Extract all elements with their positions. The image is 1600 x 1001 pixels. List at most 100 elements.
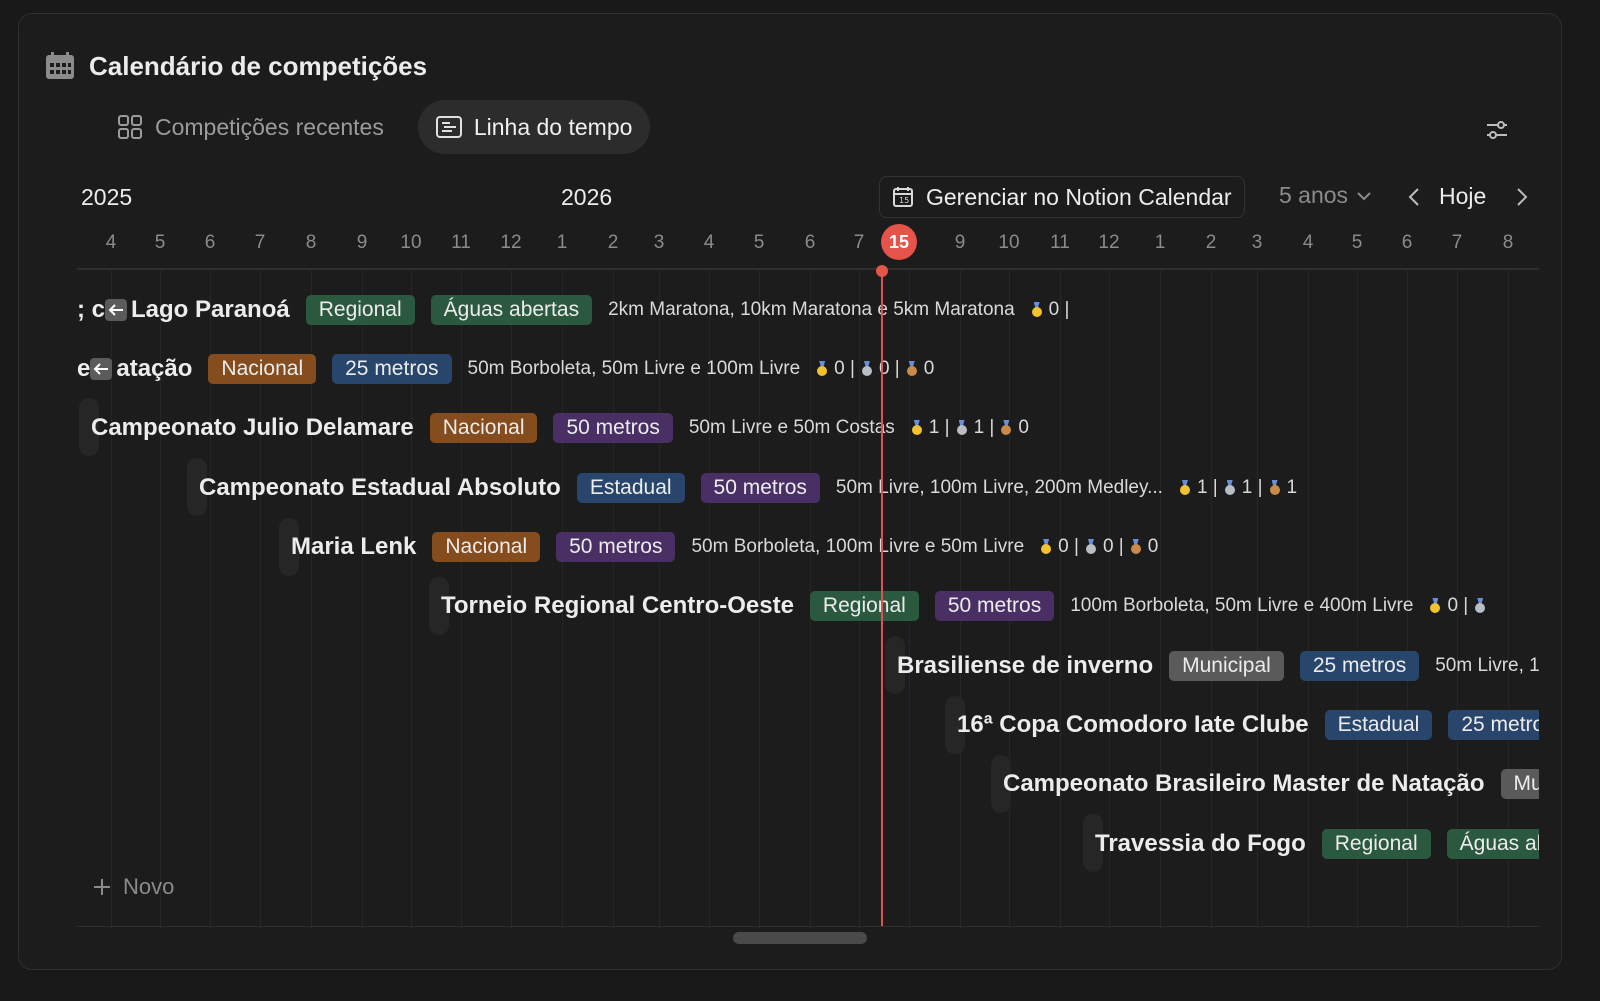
row-title: Lago Paranoá [131, 296, 290, 323]
month-label: 11 [1050, 232, 1070, 253]
month-label: 6 [804, 232, 816, 253]
range-label: 5 anos [1279, 182, 1349, 208]
month-label: 5 [753, 232, 765, 253]
settings-sliders-button[interactable] [1481, 114, 1513, 146]
row-handle[interactable] [945, 696, 965, 754]
timeline-row[interactable]: Brasiliense de inverno Municipal 25 metr… [897, 646, 1539, 686]
timeline-row[interactable]: 16ª Copa Comodoro Iate Clube Estadual 25… [957, 705, 1539, 745]
timeline-row[interactable]: Maria Lenk Nacional 50 metros 50m Borbol… [291, 527, 1158, 567]
row-handle[interactable] [991, 755, 1011, 813]
level-tag: Nacional [208, 354, 317, 384]
gridline [1257, 268, 1258, 928]
medal-count: 0 [1147, 536, 1159, 557]
horizontal-scrollbar[interactable] [733, 932, 867, 944]
month-label: 3 [653, 232, 665, 253]
row-title: 16ª Copa Comodoro Iate Clube [957, 711, 1309, 738]
gold-medal-icon [816, 361, 828, 377]
medal-counts: 0 | [1031, 299, 1069, 321]
medal-counts: 0 | 0 | 0 [1040, 536, 1158, 558]
timeline-row[interactable]: Travessia do Fogo Regional Águas ab [1095, 824, 1539, 864]
previous-button[interactable] [1401, 182, 1427, 212]
page-header: Calendário de competições [45, 48, 427, 84]
page-title: Calendário de competições [89, 50, 428, 81]
gridline [362, 268, 363, 928]
medal-count: 0 [1018, 417, 1029, 438]
range-select[interactable]: 5 anos [1279, 182, 1372, 209]
bronze-medal-icon [1269, 480, 1281, 496]
chevron-right-icon [1517, 188, 1528, 206]
medal-count: 1 [1286, 477, 1298, 498]
level-tag: Regional [1321, 829, 1431, 859]
month-label: 7 [1451, 232, 1463, 253]
medal-count: 0 | [1447, 595, 1469, 616]
level-tag: Regional [305, 295, 415, 325]
tab-competicoes-recentes[interactable]: Competições recentes [99, 100, 402, 154]
pool-tag: 50 metros [934, 591, 1055, 621]
calendar-icon [46, 52, 74, 79]
row-title: Campeonato Estadual Absoluto [199, 474, 561, 501]
medal-counts: 1 | 1 | 1 [1179, 477, 1297, 499]
back-arrow-icon[interactable] [90, 358, 113, 380]
manage-notion-calendar-button[interactable]: 15 Gerenciar no Notion Calendar [879, 176, 1245, 218]
row-handle[interactable] [1083, 814, 1103, 872]
month-label: 7 [254, 232, 266, 253]
month-label: 4 [1302, 232, 1314, 253]
next-button[interactable] [1509, 182, 1535, 212]
month-label: 11 [451, 232, 471, 253]
silver-medal-icon [956, 420, 968, 436]
plus-icon [94, 879, 110, 895]
today-marker-line [881, 268, 883, 926]
timeline-row[interactable]: ; c Lago Paranoá Regional Águas abertas … [77, 290, 1069, 330]
row-title: Travessia do Fogo [1095, 830, 1306, 857]
row-title: atação [116, 355, 193, 382]
gold-medal-icon [1179, 480, 1191, 496]
row-handle[interactable] [279, 518, 299, 576]
row-handle[interactable] [885, 636, 905, 694]
month-label: 10 [998, 232, 1020, 253]
gridline [1060, 268, 1061, 928]
timeline-icon [435, 116, 462, 138]
timeline-row[interactable]: Campeonato Julio Delamare Nacional 50 me… [91, 408, 1029, 448]
timeline-row[interactable]: e atação Nacional 25 metros 50m Borbolet… [77, 349, 934, 389]
gridline [111, 268, 112, 928]
medal-count: 0 | [878, 358, 900, 379]
today-badge: 15 [881, 224, 917, 260]
medal-count: 0 | [834, 358, 855, 379]
tab-linha-do-tempo[interactable]: Linha do tempo [417, 100, 651, 154]
today-button[interactable]: Hoje [1439, 183, 1487, 209]
row-handle[interactable] [187, 458, 207, 516]
month-label: 4 [703, 232, 715, 253]
row-handle[interactable] [429, 577, 449, 635]
back-arrow-icon[interactable] [105, 299, 128, 321]
gridline [311, 268, 312, 928]
medal-count: 1 | [973, 417, 995, 438]
gold-medal-icon [1429, 598, 1441, 614]
silver-medal-icon [1085, 539, 1097, 555]
level-tag: Estadual [1324, 710, 1433, 740]
grid-icon [118, 115, 142, 139]
timeline-row[interactable]: Campeonato Brasileiro Master de Natação … [1003, 764, 1539, 804]
sliders-icon [1487, 121, 1507, 139]
timeline-row[interactable]: Torneio Regional Centro-Oeste Regional 5… [441, 586, 1486, 626]
pool-tag: 50 metros [553, 413, 673, 443]
gridline [1508, 268, 1509, 928]
new-item-button[interactable]: Novo [93, 874, 174, 900]
medal-counts: 0 | 0 | 0 [816, 358, 934, 380]
month-label: 12 [1098, 232, 1120, 253]
row-handle[interactable] [79, 398, 99, 456]
month-label: 6 [1401, 232, 1413, 253]
medal-count: 0 [923, 358, 935, 379]
gridline [411, 268, 412, 928]
silver-medal-icon [1224, 480, 1236, 496]
chevron-down-icon [1357, 191, 1371, 200]
timeline-row[interactable]: Campeonato Estadual Absoluto Estadual 50… [199, 468, 1297, 508]
pool-tag: 50 metros [556, 532, 676, 562]
medal-count: 1 | [1241, 477, 1263, 498]
month-label: 10 [400, 232, 422, 253]
gridline [1109, 268, 1110, 928]
level-tag: Regional [809, 591, 919, 621]
calendar-panel: Calendário de competições Competições re… [18, 13, 1562, 970]
new-label: Novo [123, 874, 175, 899]
medal-count: 0 | [1058, 536, 1079, 557]
month-label: 4 [105, 232, 117, 253]
